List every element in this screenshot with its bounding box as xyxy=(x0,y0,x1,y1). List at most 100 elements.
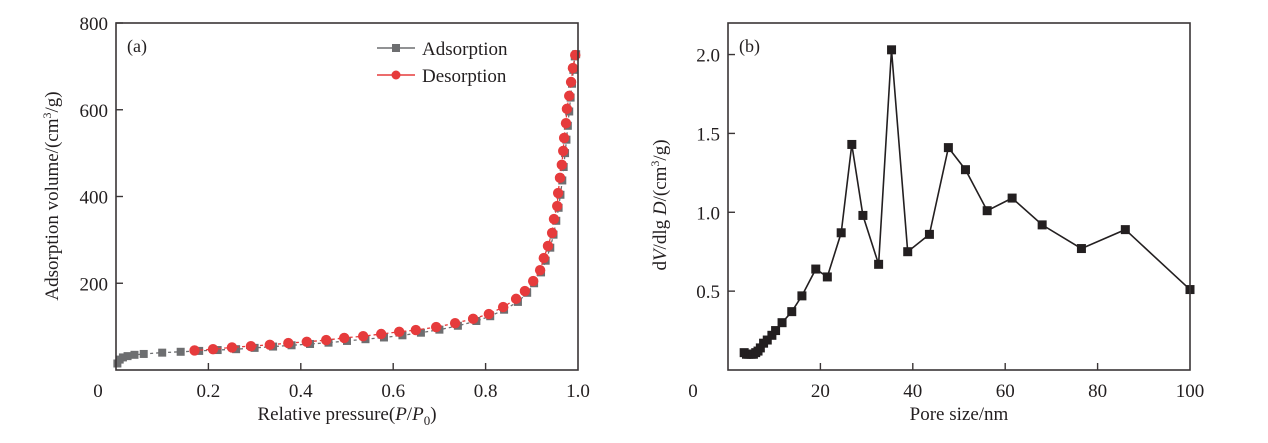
data-point-dv-dlgd xyxy=(903,247,913,257)
panel-b-pore-size-distribution: 20 40 60 80 100 0.5 1.0 1.5 2.0 (b) 0 Pore size/… xyxy=(648,22,1204,425)
panel-b-y-tick-label: 2.0 xyxy=(696,46,720,67)
panel-b-x-tick-label: 20 xyxy=(811,381,830,402)
panel-a-origin-label: 0 xyxy=(93,381,103,402)
series-line-adsorption xyxy=(116,53,577,364)
legend-desorption-marker xyxy=(391,70,401,80)
data-point-desorption xyxy=(534,265,546,276)
legend-desorption-label: Desorption xyxy=(422,66,507,87)
data-point-desorption xyxy=(245,340,257,352)
series-line-dv-dlgd xyxy=(743,49,1191,356)
data-point-desorption xyxy=(546,227,558,239)
data-point-desorption xyxy=(510,293,522,305)
data-point-dv-dlgd xyxy=(1007,193,1017,203)
panel-a-y-tick-label: 200 xyxy=(80,274,109,295)
legend-item-adsorption: Adsorption xyxy=(377,39,508,60)
data-point-desorption xyxy=(567,62,579,74)
data-point-adsorption xyxy=(139,349,148,358)
data-point-desorption xyxy=(565,76,577,88)
panel-b-y-tick-label: 1.5 xyxy=(696,124,720,145)
panel-b-y-axis-label: dV/dlg D/(cm3/g) xyxy=(648,139,671,270)
data-point-dv-dlgd xyxy=(847,139,857,149)
panel-b-y-tick-label: 1.0 xyxy=(696,203,720,224)
data-point-dv-dlgd xyxy=(777,318,787,328)
data-point-desorption xyxy=(394,326,405,338)
data-point-dv-dlgd xyxy=(943,143,953,153)
legend-adsorption-marker xyxy=(392,44,400,52)
panel-a-x-axis-label: Relative pressure(P/P0) xyxy=(257,404,436,428)
data-point-dv-dlgd xyxy=(874,259,884,269)
data-point-adsorption xyxy=(118,353,127,362)
panel-b-marks xyxy=(739,45,1195,359)
panel-b-label: (b) xyxy=(739,36,760,57)
data-point-dv-dlgd xyxy=(771,326,781,336)
data-point-desorption xyxy=(375,328,387,340)
data-point-dv-dlgd xyxy=(822,272,832,282)
panel-b-y-tick-label: 0.5 xyxy=(696,282,720,303)
data-point-desorption xyxy=(527,275,539,287)
data-point-dv-dlgd xyxy=(1037,220,1047,230)
data-point-desorption xyxy=(561,103,573,115)
data-point-adsorption xyxy=(416,328,425,337)
panel-b-x-tick-label: 100 xyxy=(1176,381,1205,402)
legend-item-desorption: Desorption xyxy=(377,66,507,87)
data-point-dv-dlgd xyxy=(1120,225,1130,235)
panel-a-x-tick-label: 0.6 xyxy=(381,381,405,402)
data-point-desorption xyxy=(548,213,560,225)
panel-a-adsorption-isotherm: 0.2 0.4 0.6 0.8 1.0 200 400 600 800 (a) 0 Relati… xyxy=(40,14,590,428)
data-point-desorption xyxy=(467,313,479,325)
data-point-adsorption xyxy=(158,348,167,357)
data-point-desorption xyxy=(339,332,350,344)
panel-b-ticks: 20 40 60 80 100 0.5 1.0 1.5 2.0 xyxy=(696,46,1204,402)
data-point-desorption xyxy=(283,337,294,349)
data-point-desorption xyxy=(483,308,495,320)
panel-a-x-tick-label: 1.0 xyxy=(566,381,590,402)
panel-a-label: (a) xyxy=(127,36,147,57)
data-point-dv-dlgd xyxy=(836,228,846,238)
data-point-desorption xyxy=(410,324,422,336)
data-point-desorption xyxy=(560,117,572,129)
data-point-dv-dlgd xyxy=(762,335,772,345)
data-point-desorption xyxy=(301,336,313,348)
legend-adsorption-label: Adsorption xyxy=(422,39,508,60)
legend: Adsorption Desorption xyxy=(377,39,508,87)
data-point-adsorption xyxy=(123,352,132,361)
data-point-desorption xyxy=(552,200,563,212)
panel-a-ticks: 0.2 0.4 0.6 0.8 1.0 200 400 600 800 xyxy=(80,14,590,402)
data-point-desorption xyxy=(449,317,461,329)
data-point-desorption xyxy=(556,159,568,171)
data-point-desorption xyxy=(321,334,332,346)
data-point-adsorption xyxy=(176,347,185,356)
data-point-desorption xyxy=(207,343,219,355)
data-point-dv-dlgd xyxy=(787,307,797,317)
data-point-desorption xyxy=(542,240,554,252)
panel-b-origin-label: 0 xyxy=(688,381,698,402)
data-point-desorption xyxy=(357,330,369,342)
panel-b-frame xyxy=(727,22,1191,371)
data-point-dv-dlgd xyxy=(797,291,807,301)
panel-a-x-tick-label: 0.2 xyxy=(197,381,221,402)
data-point-dv-dlgd xyxy=(767,330,777,340)
data-point-desorption xyxy=(558,132,570,144)
panel-a-y-tick-label: 600 xyxy=(80,101,109,122)
panel-a-y-tick-label: 400 xyxy=(80,188,109,209)
data-point-desorption xyxy=(538,252,550,264)
panel-b-x-axis-label: Pore size/nm xyxy=(910,404,1009,425)
data-point-dv-dlgd xyxy=(982,206,992,216)
panel-b-x-tick-label: 80 xyxy=(1088,381,1107,402)
panel-b-x-tick-label: 40 xyxy=(903,381,922,402)
panel-a-marks xyxy=(113,49,581,368)
data-point-desorption xyxy=(558,145,569,157)
data-point-desorption xyxy=(189,345,200,356)
data-point-dv-dlgd xyxy=(960,165,970,175)
data-point-dv-dlgd xyxy=(858,210,868,220)
data-point-desorption xyxy=(226,342,238,353)
data-point-dv-dlgd xyxy=(924,229,934,239)
panel-a-frame xyxy=(115,22,579,371)
data-point-dv-dlgd xyxy=(811,264,821,274)
data-point-dv-dlgd xyxy=(1076,244,1086,254)
panel-a-y-axis-label: Adsorption volume/(cm3/g) xyxy=(40,91,63,300)
data-point-desorption xyxy=(554,172,566,184)
data-point-desorption xyxy=(552,187,564,199)
panel-b-x-tick-label: 60 xyxy=(996,381,1015,402)
